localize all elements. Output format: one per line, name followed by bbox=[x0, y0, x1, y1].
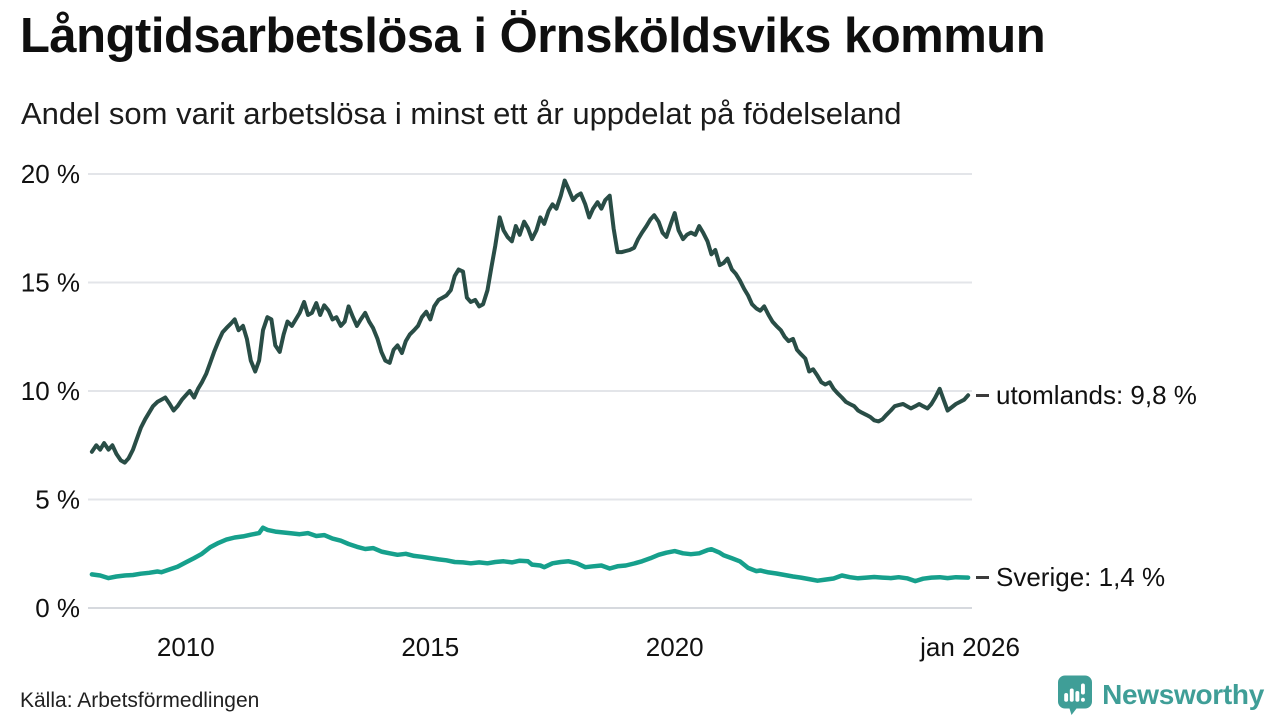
newsworthy-logo-icon bbox=[1058, 675, 1093, 715]
series-line-utomlands bbox=[89, 178, 971, 465]
y-axis-tick-label: 5 % bbox=[35, 485, 80, 515]
x-axis-tick-label: 2015 bbox=[401, 632, 459, 662]
newsworthy-wordmark: Newsworthy bbox=[1102, 678, 1264, 710]
y-axis-tick-label: 20 % bbox=[21, 159, 80, 189]
series-label-sverige: Sverige: 1,4 % bbox=[976, 562, 1165, 594]
page-subtitle: Andel som varit arbetslösa i minst ett å… bbox=[21, 96, 902, 131]
annotation-text: utomlands: 9,8 % bbox=[996, 379, 1197, 410]
page-title: Långtidsarbetslösa i Örnsköldsviks kommu… bbox=[20, 9, 1046, 63]
y-axis-tick-label: 10 % bbox=[21, 376, 80, 406]
annotation-text: Sverige: 1,4 % bbox=[996, 562, 1166, 593]
source-credit: Källa: Arbetsförmedlingen bbox=[20, 689, 260, 712]
y-axis-tick-label: 15 % bbox=[21, 268, 80, 298]
series-line-sverige bbox=[89, 525, 971, 584]
y-axis-tick-label: 0 % bbox=[35, 593, 80, 623]
series-label-utomlands: utomlands: 9,8 % bbox=[976, 379, 1197, 411]
bar-chart-glyph bbox=[1064, 683, 1085, 702]
x-axis-tick-label: 2010 bbox=[157, 632, 215, 662]
annotation-dash bbox=[976, 576, 989, 580]
annotation-dash bbox=[976, 393, 989, 397]
x-axis-tick-label: 2020 bbox=[646, 632, 704, 662]
newsworthy-branding: Newsworthy bbox=[1056, 674, 1264, 715]
x-axis-tick-label: jan 2026 bbox=[919, 632, 1020, 662]
